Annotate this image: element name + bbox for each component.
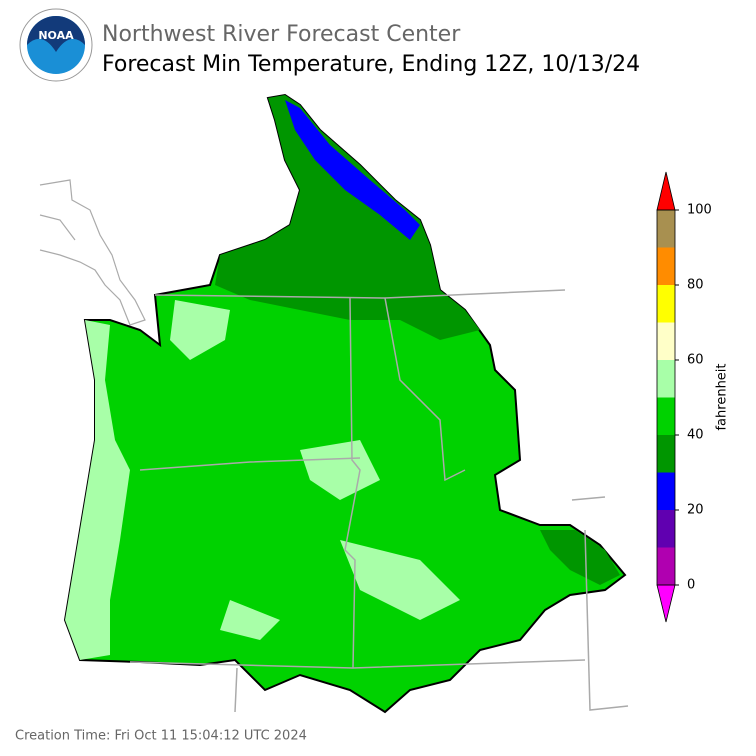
colorbar-extend-under [656,584,676,623]
colorbar-tick-label: 20 [687,503,704,518]
colorbar-tick-label: 100 [687,203,712,218]
colorbar-segment [657,210,675,248]
cool-zone [540,530,620,585]
creation-time: Creation Time: Fri Oct 11 15:04:12 UTC 2… [15,729,307,744]
colorbar-label: fahrenheit [715,363,730,430]
colorbar: fahrenheit 0 20 40 60 80 100 [656,171,730,623]
colorbar-tick-label: 40 [687,428,704,443]
colorbar-segment [657,510,675,548]
coastline [39,179,146,326]
colorbar-segment [657,360,675,398]
noaa-logo: NOAA [19,8,93,82]
colorbar-segment [657,435,675,473]
colorbar-tick-label: 60 [687,353,704,368]
map [39,93,629,714]
title: Forecast Min Temperature, Ending 12Z, 10… [102,52,640,77]
colorbar-segment [657,322,675,360]
state-boundary [129,289,629,713]
colorbar-frame [656,209,676,586]
colorbar-segment [657,285,675,323]
colorbar-tick-label: 0 [687,578,695,593]
cool-zone [215,95,480,340]
colorbar-segment [657,247,675,285]
colorbar-extend-over [656,171,676,211]
coastal-zone [65,320,130,660]
logo-text: NOAA [38,29,74,42]
colorbar-segment [657,547,675,585]
cold-zone [285,100,420,240]
warm-patch [170,300,460,640]
agency: Northwest River Forecast Center [102,22,461,47]
colorbar-segment [657,397,675,435]
colorbar-tick-label: 80 [687,278,704,293]
colorbar-segment [657,472,675,510]
